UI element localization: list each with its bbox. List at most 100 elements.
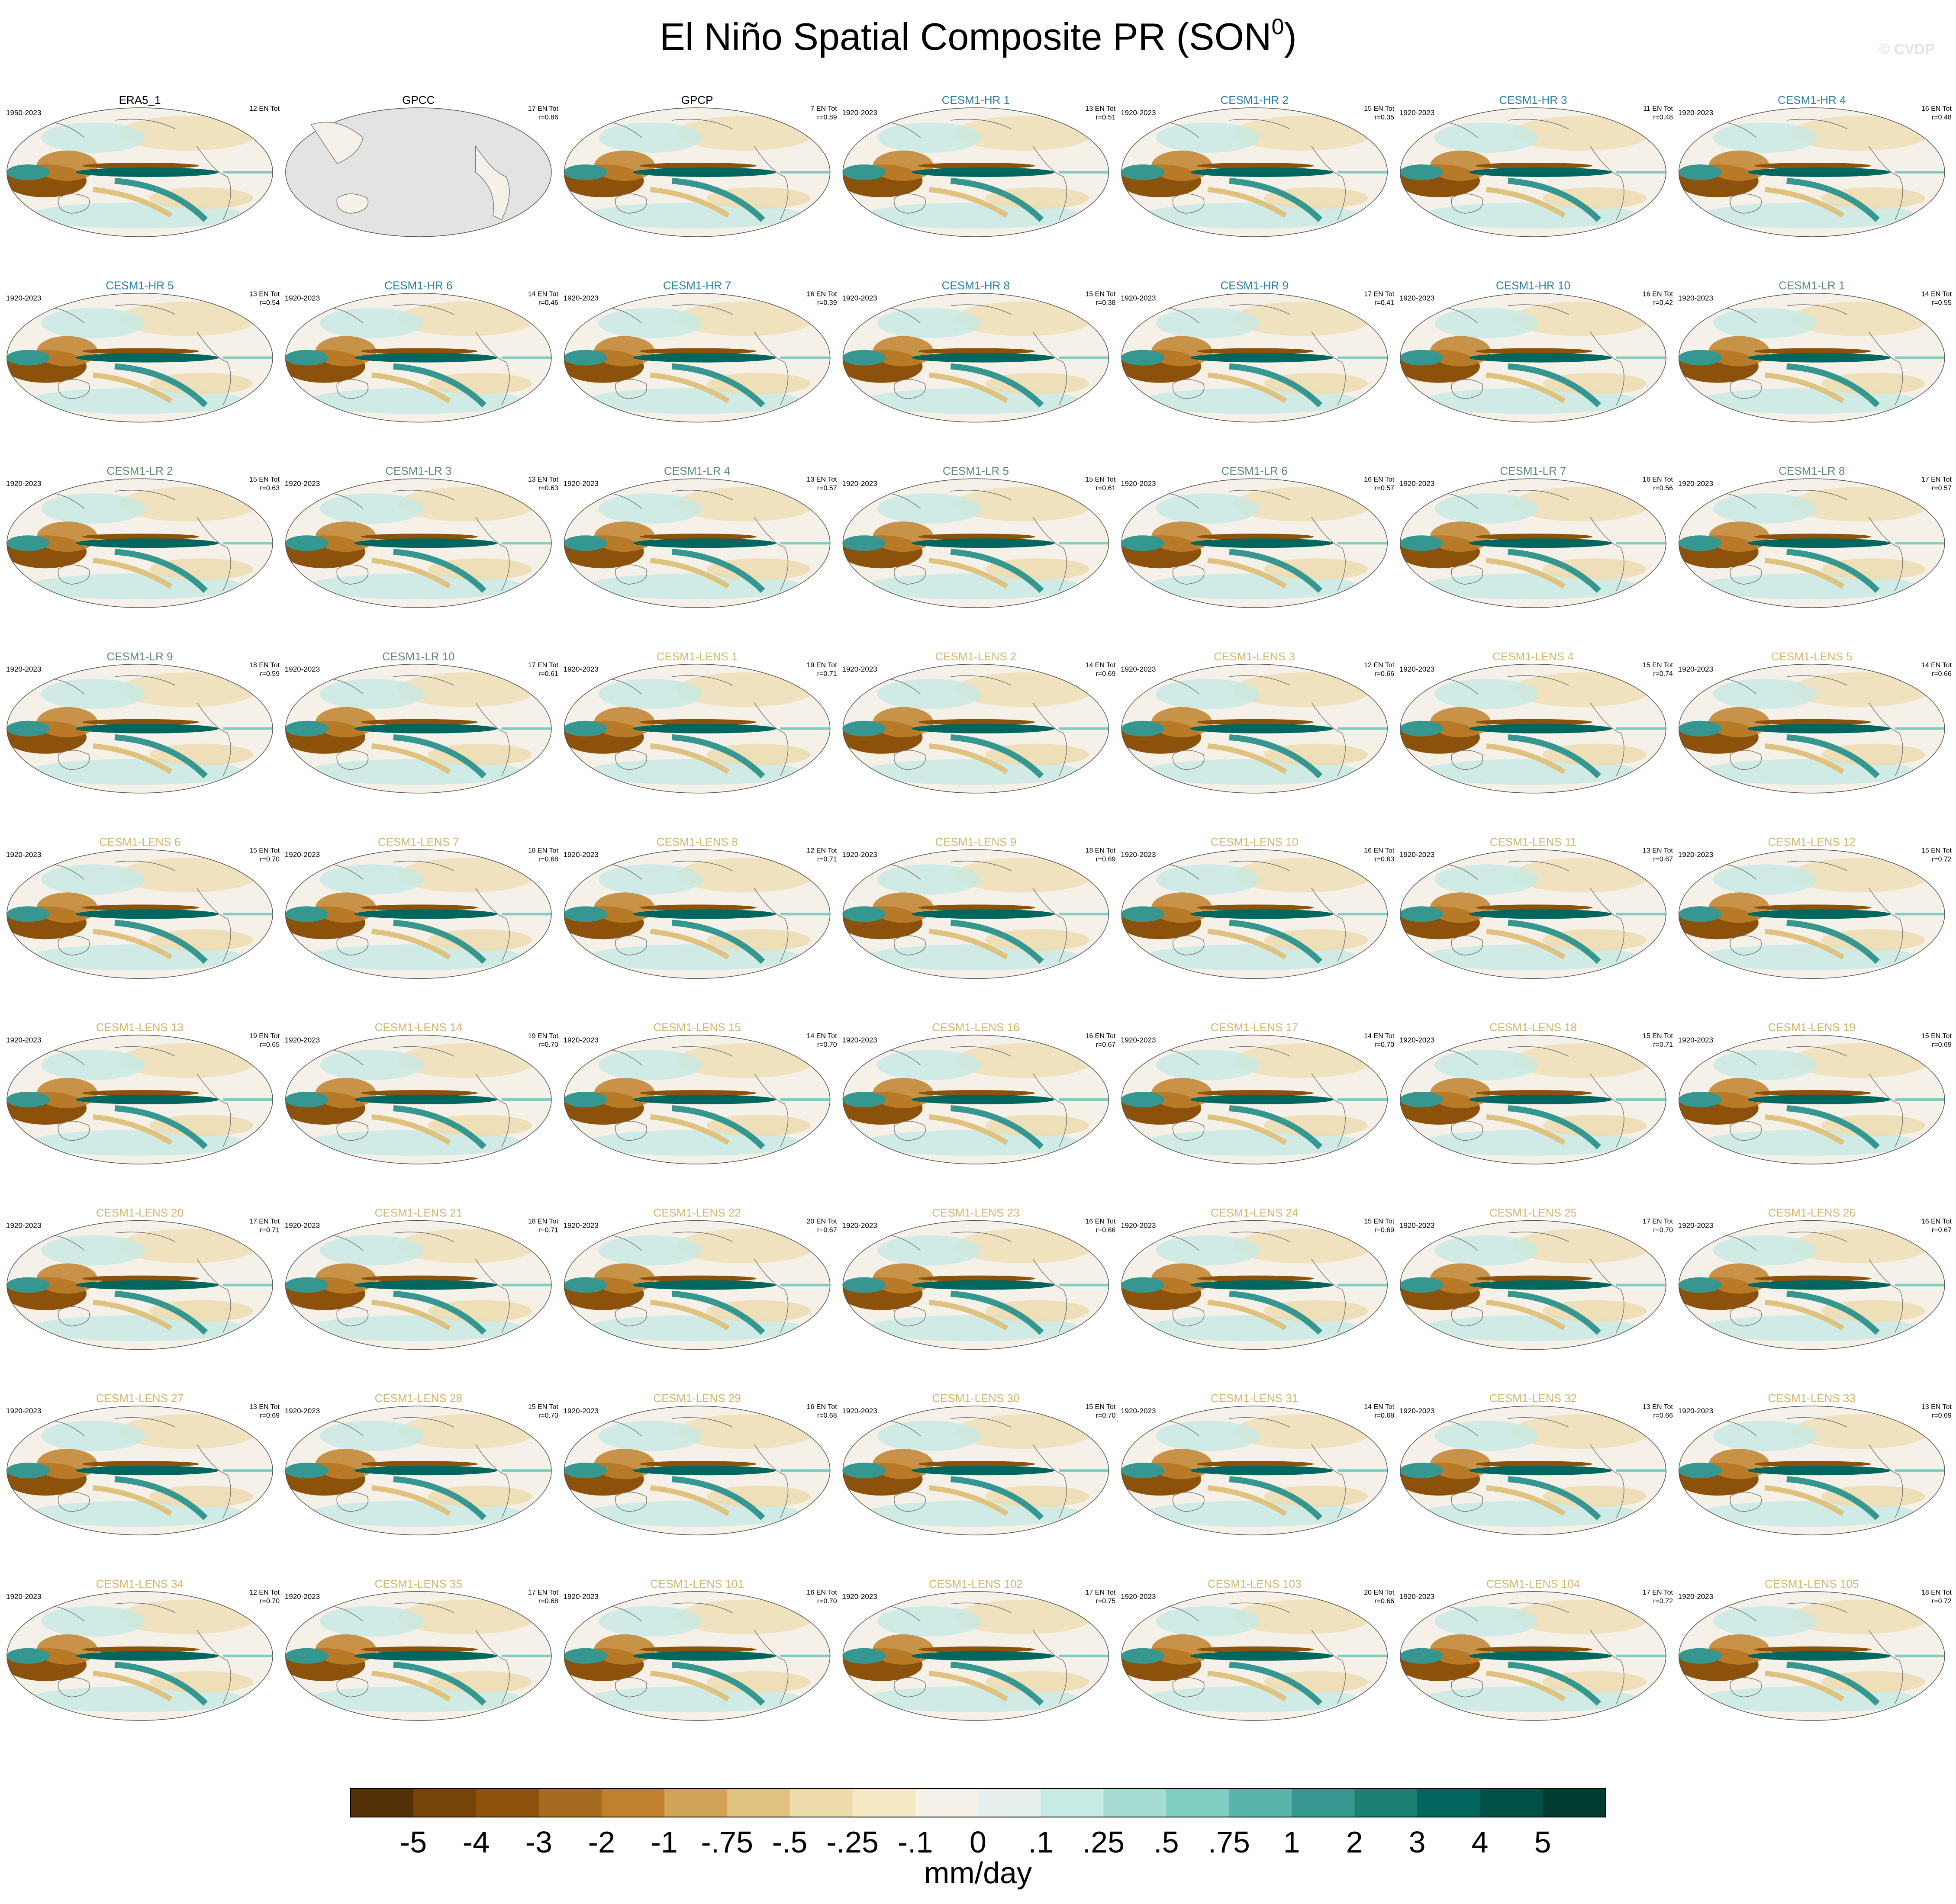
panel-period: 1950-2023 bbox=[6, 109, 41, 117]
panel-period: 1920-2023 bbox=[1399, 1592, 1434, 1601]
panel-title: CESM1-LENS 15 bbox=[653, 1021, 741, 1034]
panel-event-count: 11 EN Tot bbox=[1643, 105, 1673, 113]
panel-correlation: r=0.75 bbox=[1096, 1598, 1116, 1605]
colorbar-box bbox=[1417, 1788, 1480, 1817]
panel-event-count: 15 EN Tot bbox=[1643, 1032, 1673, 1040]
map bbox=[1119, 293, 1388, 423]
map bbox=[4, 849, 273, 979]
map bbox=[1676, 293, 1945, 423]
colorbar-box bbox=[601, 1788, 665, 1817]
panel-title: CESM1-HR 8 bbox=[942, 279, 1010, 292]
colorbar-label: -.5 bbox=[772, 1825, 808, 1859]
panel-title: CESM1-LENS 29 bbox=[653, 1392, 741, 1405]
panel-event-count: 15 EN Tot bbox=[1643, 662, 1673, 669]
panel-event-count: 13 EN Tot bbox=[1085, 105, 1116, 113]
map bbox=[840, 1591, 1109, 1721]
panel-event-count: 14 EN Tot bbox=[1364, 1403, 1395, 1411]
panel-correlation: r=0.67 bbox=[1932, 1227, 1952, 1234]
panel-period: 1920-2023 bbox=[1121, 850, 1156, 859]
panel-event-count: 17 EN Tot bbox=[249, 1218, 280, 1225]
panel-period: 1920-2023 bbox=[1678, 1222, 1713, 1230]
panel-title: CESM1-LENS 103 bbox=[1208, 1577, 1302, 1590]
colorbar-box bbox=[727, 1788, 790, 1817]
map bbox=[562, 664, 831, 794]
panel-correlation: r=0.71 bbox=[817, 856, 837, 863]
panel-period: 1920-2023 bbox=[1399, 1036, 1434, 1044]
map bbox=[562, 1220, 831, 1350]
panel-correlation: r=0.68 bbox=[817, 1412, 837, 1419]
panel-period: 1920-2023 bbox=[564, 665, 599, 673]
panel-title: CESM1-HR 3 bbox=[1499, 93, 1567, 106]
panel-correlation: r=0.63 bbox=[1374, 856, 1394, 863]
map bbox=[840, 1035, 1109, 1164]
panel-period: 1920-2023 bbox=[285, 1036, 320, 1044]
panel-correlation: r=0.86 bbox=[538, 114, 558, 121]
panel-event-count: 13 EN Tot bbox=[528, 476, 559, 483]
map bbox=[1119, 849, 1388, 979]
panel-correlation: r=0.70 bbox=[538, 1412, 558, 1419]
colorbar-label: 1 bbox=[1283, 1825, 1300, 1859]
panel-event-count: 14 EN Tot bbox=[528, 291, 559, 298]
panel-correlation: r=0.72 bbox=[1932, 1598, 1952, 1605]
colorbar-label: -1 bbox=[651, 1825, 678, 1859]
colorbar-frame bbox=[350, 1788, 1606, 1817]
panel: CESM1-LR 6 1920-2023 16 EN Tot r=0.57 bbox=[1121, 464, 1395, 608]
panel-correlation: r=0.70 bbox=[260, 856, 280, 863]
panel-correlation: r=0.70 bbox=[1653, 1227, 1673, 1234]
panel-title: CESM1-LENS 22 bbox=[653, 1206, 741, 1219]
map bbox=[1676, 849, 1945, 979]
panel-title: CESM1-LENS 101 bbox=[650, 1577, 744, 1590]
map bbox=[562, 849, 831, 979]
panel-correlation: r=0.63 bbox=[260, 485, 280, 492]
panel: CESM1-LR 2 1920-2023 15 EN Tot r=0.63 bbox=[4, 464, 280, 608]
panel: CESM1-LENS 8 1920-2023 12 EN Tot r=0.71 bbox=[562, 835, 838, 979]
map bbox=[4, 1220, 273, 1350]
panel-correlation: r=0.72 bbox=[1932, 856, 1952, 863]
colorbar-box bbox=[1480, 1788, 1543, 1817]
map bbox=[840, 664, 1109, 794]
map bbox=[283, 1591, 552, 1721]
panel-period: 1920-2023 bbox=[285, 665, 320, 673]
panel-correlation: r=0.69 bbox=[1374, 1227, 1394, 1234]
panel-title: CESM1-LENS 4 bbox=[1492, 650, 1574, 663]
map bbox=[1676, 1220, 1945, 1350]
panel: CESM1-LENS 25 1920-2023 17 EN Tot r=0.70 bbox=[1399, 1206, 1673, 1350]
map bbox=[4, 478, 273, 608]
panel-title: CESM1-LR 2 bbox=[106, 464, 173, 477]
panel-event-count: 16 EN Tot bbox=[1364, 476, 1395, 483]
map bbox=[1119, 664, 1388, 794]
panel-correlation: r=0.71 bbox=[260, 1227, 280, 1234]
map bbox=[4, 1405, 273, 1535]
colorbar-box bbox=[852, 1788, 916, 1817]
panel-event-count: 12 EN Tot bbox=[807, 847, 838, 854]
panel-title: CESM1-LENS 14 bbox=[375, 1021, 462, 1034]
panel-correlation: r=0.48 bbox=[1653, 114, 1673, 121]
colorbar-label: .5 bbox=[1154, 1825, 1179, 1859]
colorbar-label: -2 bbox=[588, 1825, 615, 1859]
map bbox=[562, 1405, 831, 1535]
panel-title: CESM1-LENS 19 bbox=[1768, 1021, 1856, 1034]
map bbox=[1119, 107, 1388, 237]
panel-event-count: 17 EN Tot bbox=[1921, 476, 1952, 483]
panel-period: 1920-2023 bbox=[842, 1407, 877, 1415]
panel-period: 1920-2023 bbox=[1399, 109, 1434, 117]
panel-correlation: r=0.61 bbox=[1096, 485, 1116, 492]
panel-event-count: 18 EN Tot bbox=[528, 847, 559, 854]
panel-period: 1920-2023 bbox=[1678, 1036, 1713, 1044]
panel-event-count: 16 EN Tot bbox=[1921, 1218, 1952, 1225]
panel-event-count: 17 EN Tot bbox=[1364, 291, 1395, 298]
colorbar-box bbox=[1354, 1788, 1418, 1817]
colorbar-box bbox=[664, 1788, 728, 1817]
panel-period: 1920-2023 bbox=[564, 1222, 599, 1230]
panel-title: CESM1-LENS 11 bbox=[1490, 835, 1576, 848]
map bbox=[840, 1220, 1109, 1350]
colorbar-box bbox=[915, 1788, 978, 1817]
panel-event-count: 19 EN Tot bbox=[249, 1032, 280, 1040]
panel-title: CESM1-LENS 31 bbox=[1211, 1392, 1298, 1405]
panel-event-count: 16 EN Tot bbox=[807, 291, 838, 298]
colorbar-label: -4 bbox=[463, 1825, 490, 1859]
panel-title: CESM1-HR 1 bbox=[942, 93, 1010, 106]
panel-correlation: r=0.69 bbox=[1096, 670, 1116, 678]
